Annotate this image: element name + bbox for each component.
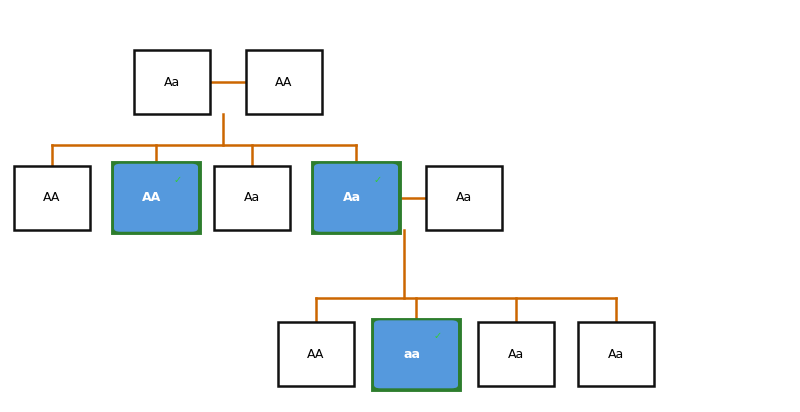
FancyBboxPatch shape [246, 51, 322, 114]
Text: Aa: Aa [456, 191, 472, 204]
FancyBboxPatch shape [314, 164, 398, 232]
Text: Aa: Aa [343, 191, 361, 204]
FancyBboxPatch shape [214, 166, 290, 230]
Text: AA: AA [275, 76, 293, 89]
Text: ✓: ✓ [374, 175, 382, 185]
Text: Aa: Aa [608, 348, 624, 361]
Text: ✓: ✓ [434, 331, 442, 342]
Text: AA: AA [43, 191, 61, 204]
FancyBboxPatch shape [134, 51, 210, 114]
FancyBboxPatch shape [426, 166, 502, 230]
Text: Aa: Aa [164, 76, 180, 89]
FancyBboxPatch shape [278, 322, 354, 386]
FancyBboxPatch shape [374, 321, 458, 388]
Text: aa: aa [403, 348, 421, 361]
Text: AA: AA [142, 191, 162, 204]
FancyBboxPatch shape [374, 320, 459, 389]
FancyBboxPatch shape [114, 164, 198, 232]
FancyBboxPatch shape [314, 163, 398, 232]
Text: ✓: ✓ [174, 175, 182, 185]
FancyBboxPatch shape [114, 163, 199, 232]
FancyBboxPatch shape [14, 166, 90, 230]
Text: Aa: Aa [508, 348, 524, 361]
FancyBboxPatch shape [478, 322, 554, 386]
Text: Aa: Aa [244, 191, 260, 204]
FancyBboxPatch shape [578, 322, 654, 386]
Text: AA: AA [307, 348, 325, 361]
